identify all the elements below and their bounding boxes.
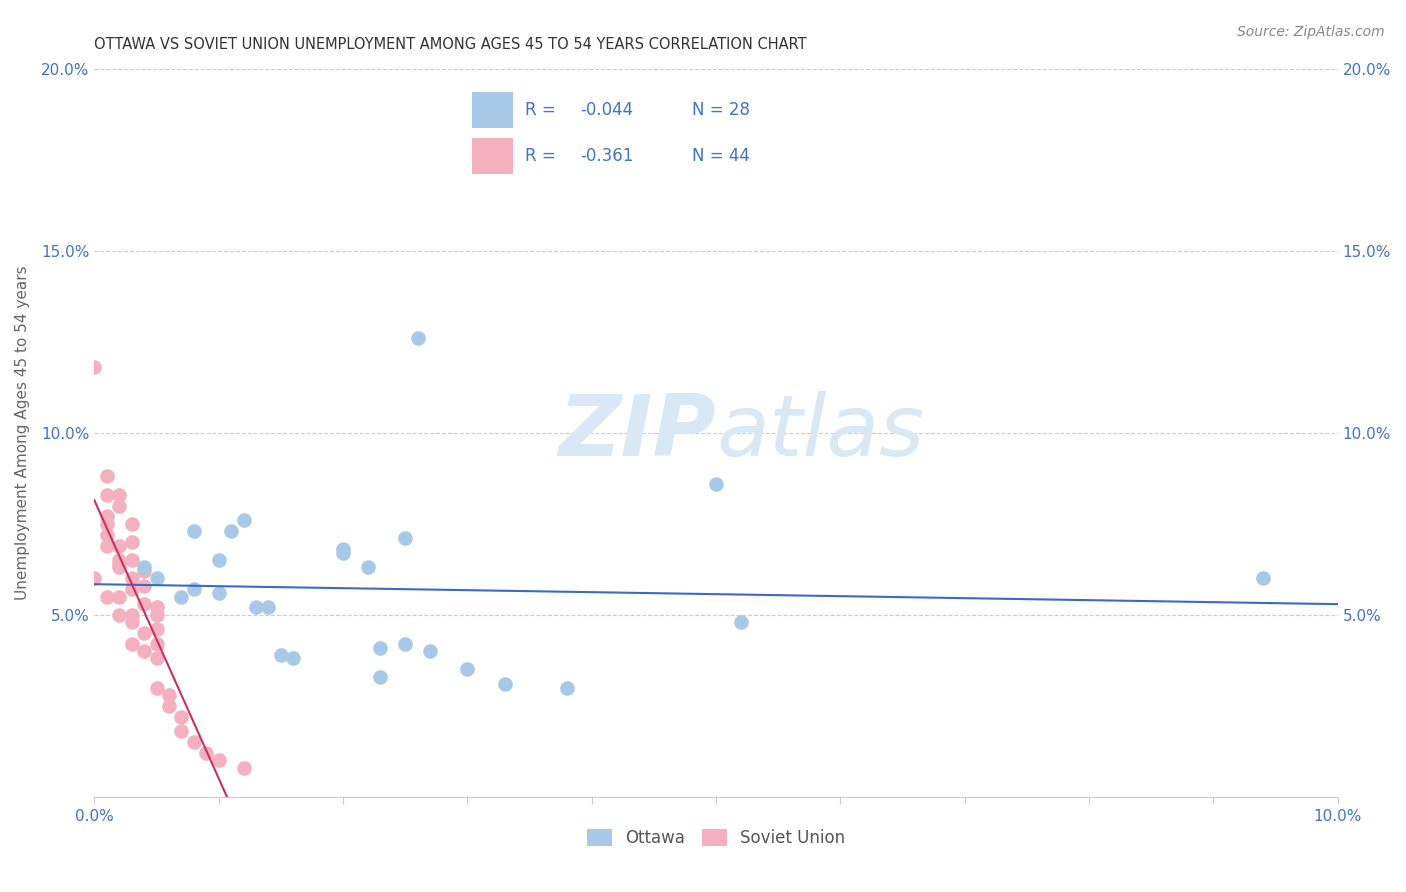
Point bbox=[121, 571, 143, 585]
Point bbox=[494, 677, 516, 691]
Point bbox=[406, 331, 429, 345]
Point bbox=[121, 607, 143, 622]
Point bbox=[232, 761, 254, 775]
Point bbox=[121, 615, 143, 629]
Point bbox=[270, 648, 292, 662]
Point bbox=[96, 539, 118, 553]
Point bbox=[170, 590, 193, 604]
Point bbox=[96, 509, 118, 524]
Point bbox=[1251, 571, 1274, 585]
Point bbox=[108, 488, 131, 502]
Point bbox=[208, 753, 231, 767]
Point bbox=[96, 469, 118, 483]
Point bbox=[370, 640, 392, 655]
Point bbox=[145, 637, 167, 651]
Point bbox=[157, 688, 180, 702]
Point bbox=[108, 539, 131, 553]
Text: OTTAWA VS SOVIET UNION UNEMPLOYMENT AMONG AGES 45 TO 54 YEARS CORRELATION CHART: OTTAWA VS SOVIET UNION UNEMPLOYMENT AMON… bbox=[94, 37, 807, 53]
Point bbox=[121, 553, 143, 567]
Point bbox=[145, 623, 167, 637]
Point bbox=[132, 564, 155, 578]
Point bbox=[170, 709, 193, 723]
Point bbox=[208, 553, 231, 567]
Point bbox=[96, 527, 118, 541]
Point bbox=[121, 637, 143, 651]
Point bbox=[145, 651, 167, 665]
Point bbox=[283, 651, 305, 665]
Point bbox=[257, 600, 280, 615]
Point bbox=[419, 644, 441, 658]
Point bbox=[121, 535, 143, 549]
Point bbox=[357, 560, 380, 574]
Point bbox=[121, 516, 143, 531]
Point bbox=[108, 590, 131, 604]
Point bbox=[183, 524, 205, 538]
Point bbox=[219, 524, 242, 538]
Point bbox=[456, 662, 478, 676]
Point bbox=[145, 607, 167, 622]
Point bbox=[108, 553, 131, 567]
Point bbox=[704, 476, 727, 491]
Point bbox=[96, 516, 118, 531]
Point bbox=[245, 600, 267, 615]
Legend: Ottawa, Soviet Union: Ottawa, Soviet Union bbox=[581, 822, 852, 854]
Point bbox=[132, 626, 155, 640]
Point bbox=[730, 615, 752, 629]
Point bbox=[394, 531, 416, 545]
Point bbox=[145, 571, 167, 585]
Point bbox=[145, 600, 167, 615]
Point bbox=[108, 607, 131, 622]
Text: atlas: atlas bbox=[716, 392, 924, 475]
Point bbox=[108, 560, 131, 574]
Point bbox=[332, 546, 354, 560]
Point bbox=[394, 637, 416, 651]
Point bbox=[132, 560, 155, 574]
Point bbox=[370, 670, 392, 684]
Point bbox=[232, 513, 254, 527]
Point bbox=[108, 557, 131, 571]
Point bbox=[183, 582, 205, 597]
Point bbox=[157, 698, 180, 713]
Point bbox=[195, 746, 218, 760]
Point bbox=[83, 571, 105, 585]
Point bbox=[96, 488, 118, 502]
Point bbox=[132, 644, 155, 658]
Point bbox=[132, 579, 155, 593]
Point bbox=[83, 360, 105, 375]
Text: ZIP: ZIP bbox=[558, 392, 716, 475]
Y-axis label: Unemployment Among Ages 45 to 54 years: Unemployment Among Ages 45 to 54 years bbox=[15, 266, 30, 600]
Point bbox=[132, 597, 155, 611]
Point bbox=[332, 542, 354, 557]
Point bbox=[108, 499, 131, 513]
Point bbox=[183, 735, 205, 749]
Point bbox=[145, 681, 167, 695]
Text: Source: ZipAtlas.com: Source: ZipAtlas.com bbox=[1237, 25, 1385, 39]
Point bbox=[96, 590, 118, 604]
Point bbox=[208, 586, 231, 600]
Point bbox=[170, 724, 193, 739]
Point bbox=[121, 582, 143, 597]
Point bbox=[555, 681, 578, 695]
